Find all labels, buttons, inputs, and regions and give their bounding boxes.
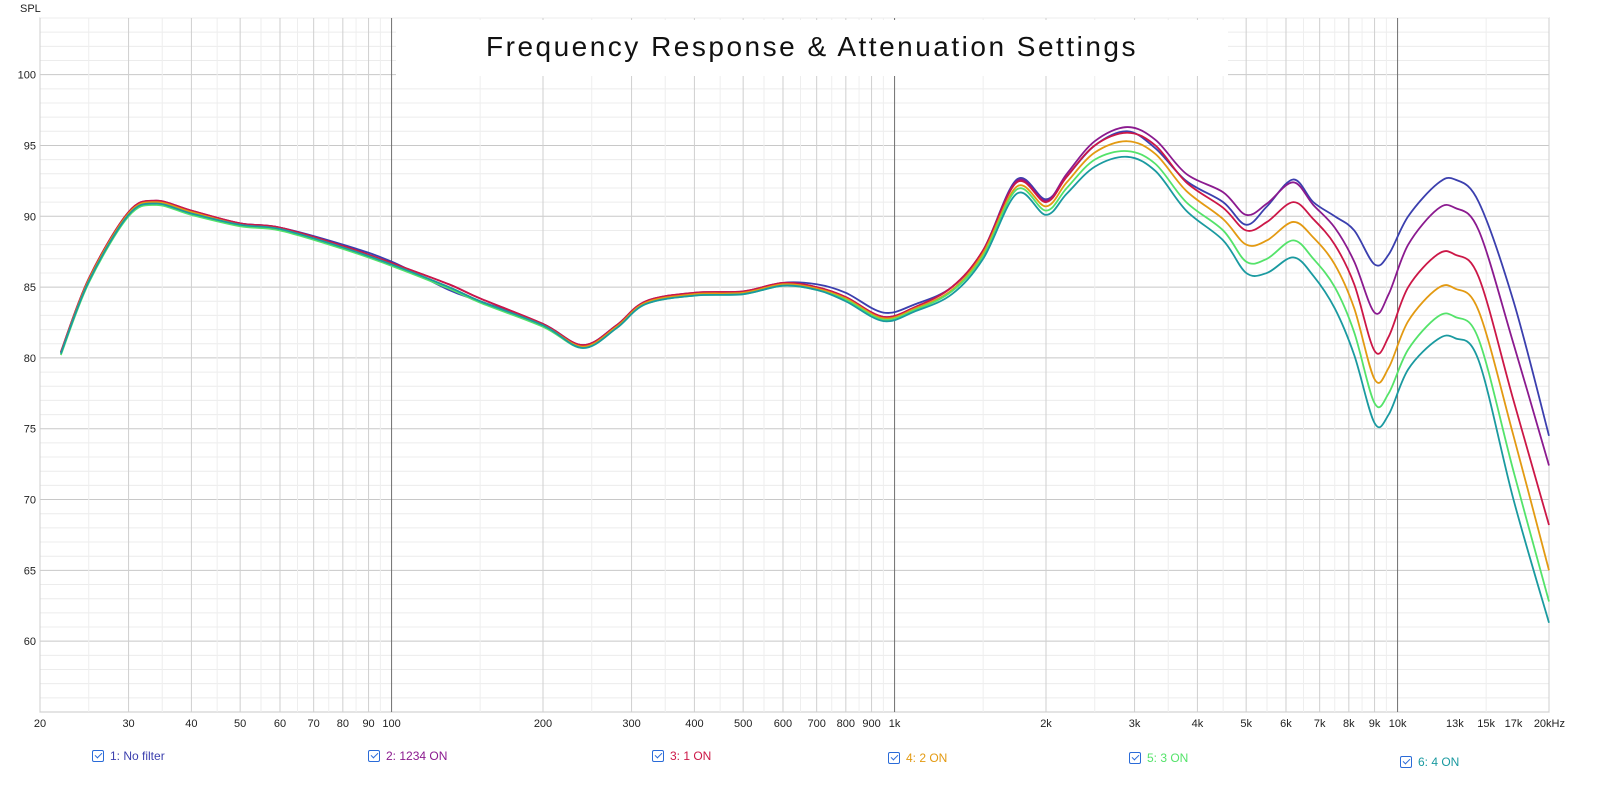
checkbox-icon[interactable] xyxy=(368,750,380,762)
x-tick-label: 70 xyxy=(308,718,320,730)
y-tick-label: 80 xyxy=(24,353,36,365)
chart-title-box: Frequency Response & Attenuation Setting… xyxy=(396,20,1228,76)
y-tick-label: 95 xyxy=(24,140,36,152)
legend-item-no-filter[interactable]: 1: No filter xyxy=(92,744,165,768)
x-tick-label: 5k xyxy=(1240,718,1252,730)
legend-item-3-on[interactable]: 5: 3 ON xyxy=(1129,746,1188,770)
y-tick-label: 100 xyxy=(18,70,36,82)
x-tick-label: 9k xyxy=(1369,718,1381,730)
x-tick-label: 6k xyxy=(1280,718,1292,730)
chart-title: Frequency Response & Attenuation Setting… xyxy=(486,31,1138,62)
x-tick-label: 200 xyxy=(534,718,552,730)
legend-label: 6: 4 ON xyxy=(1418,755,1460,769)
x-tick-label: 900 xyxy=(862,718,880,730)
x-tick-label: 60 xyxy=(274,718,286,730)
x-tick-label: 30 xyxy=(122,718,134,730)
x-tick-label: 800 xyxy=(837,718,855,730)
y-tick-label: 85 xyxy=(24,282,36,294)
x-tick-label: 700 xyxy=(807,718,825,730)
series-lines xyxy=(59,126,1550,624)
x-tick-label: 90 xyxy=(362,718,374,730)
legend-item-2-on[interactable]: 4: 2 ON xyxy=(888,746,947,770)
x-tick-label: 300 xyxy=(622,718,640,730)
series-line-3 xyxy=(59,131,1550,526)
checkbox-icon[interactable] xyxy=(1129,752,1141,764)
x-tick-label: 100 xyxy=(382,718,400,730)
x-tick-label: 10k xyxy=(1389,718,1407,730)
legend-label: 4: 2 ON xyxy=(906,751,948,765)
checkbox-icon[interactable] xyxy=(652,750,664,762)
x-tick-label: 500 xyxy=(734,718,752,730)
y-axis-label: SPL xyxy=(20,3,41,15)
x-tick-label: 3k xyxy=(1129,718,1141,730)
x-tick-label: 4k xyxy=(1192,718,1204,730)
x-tick-label: 2k xyxy=(1040,718,1052,730)
legend-label: 2: 1234 ON xyxy=(386,749,448,763)
legend-item-1234-on[interactable]: 2: 1234 ON xyxy=(368,744,447,768)
x-tick-label: 40 xyxy=(185,718,197,730)
y-axis-ticks: 60 65 70 75 80 85 90 95 100 xyxy=(18,70,36,649)
x-tick-label: 600 xyxy=(774,718,792,730)
x-tick-label: 8k xyxy=(1343,718,1355,730)
x-tick-label: 20kHz xyxy=(1534,718,1565,730)
legend-item-1-on[interactable]: 3: 1 ON xyxy=(652,744,711,768)
y-tick-label: 70 xyxy=(24,495,36,507)
y-tick-label: 60 xyxy=(24,636,36,648)
checkbox-icon[interactable] xyxy=(888,752,900,764)
series-line-5 xyxy=(59,150,1550,602)
y-tick-label: 75 xyxy=(24,424,36,436)
x-tick-label: 50 xyxy=(234,718,246,730)
y-tick-label: 65 xyxy=(24,565,36,577)
x-tick-label: 17k xyxy=(1505,718,1523,730)
series-line-6 xyxy=(59,155,1550,624)
x-tick-label: 80 xyxy=(337,718,349,730)
legend-label: 5: 3 ON xyxy=(1147,751,1189,765)
x-tick-label: 1k xyxy=(889,718,901,730)
legend-label: 3: 1 ON xyxy=(670,749,712,763)
x-tick-label: 400 xyxy=(685,718,703,730)
checkbox-icon[interactable] xyxy=(1400,756,1412,768)
x-tick-label: 7k xyxy=(1314,718,1326,730)
x-tick-label: 13k xyxy=(1446,718,1464,730)
checkbox-icon[interactable] xyxy=(92,750,104,762)
legend-label: 1: No filter xyxy=(110,749,165,763)
legend-item-4-on[interactable]: 6: 4 ON xyxy=(1400,750,1459,774)
x-axis-ticks: 20 30 40 50 60 70 80 90 100 200 300 400 500 600 700 800… xyxy=(34,718,1565,730)
x-tick-label: 15k xyxy=(1477,718,1495,730)
plot-area xyxy=(39,17,1550,713)
x-tick-label: 20 xyxy=(34,718,46,730)
y-tick-label: 90 xyxy=(24,211,36,223)
grid xyxy=(39,17,1550,713)
